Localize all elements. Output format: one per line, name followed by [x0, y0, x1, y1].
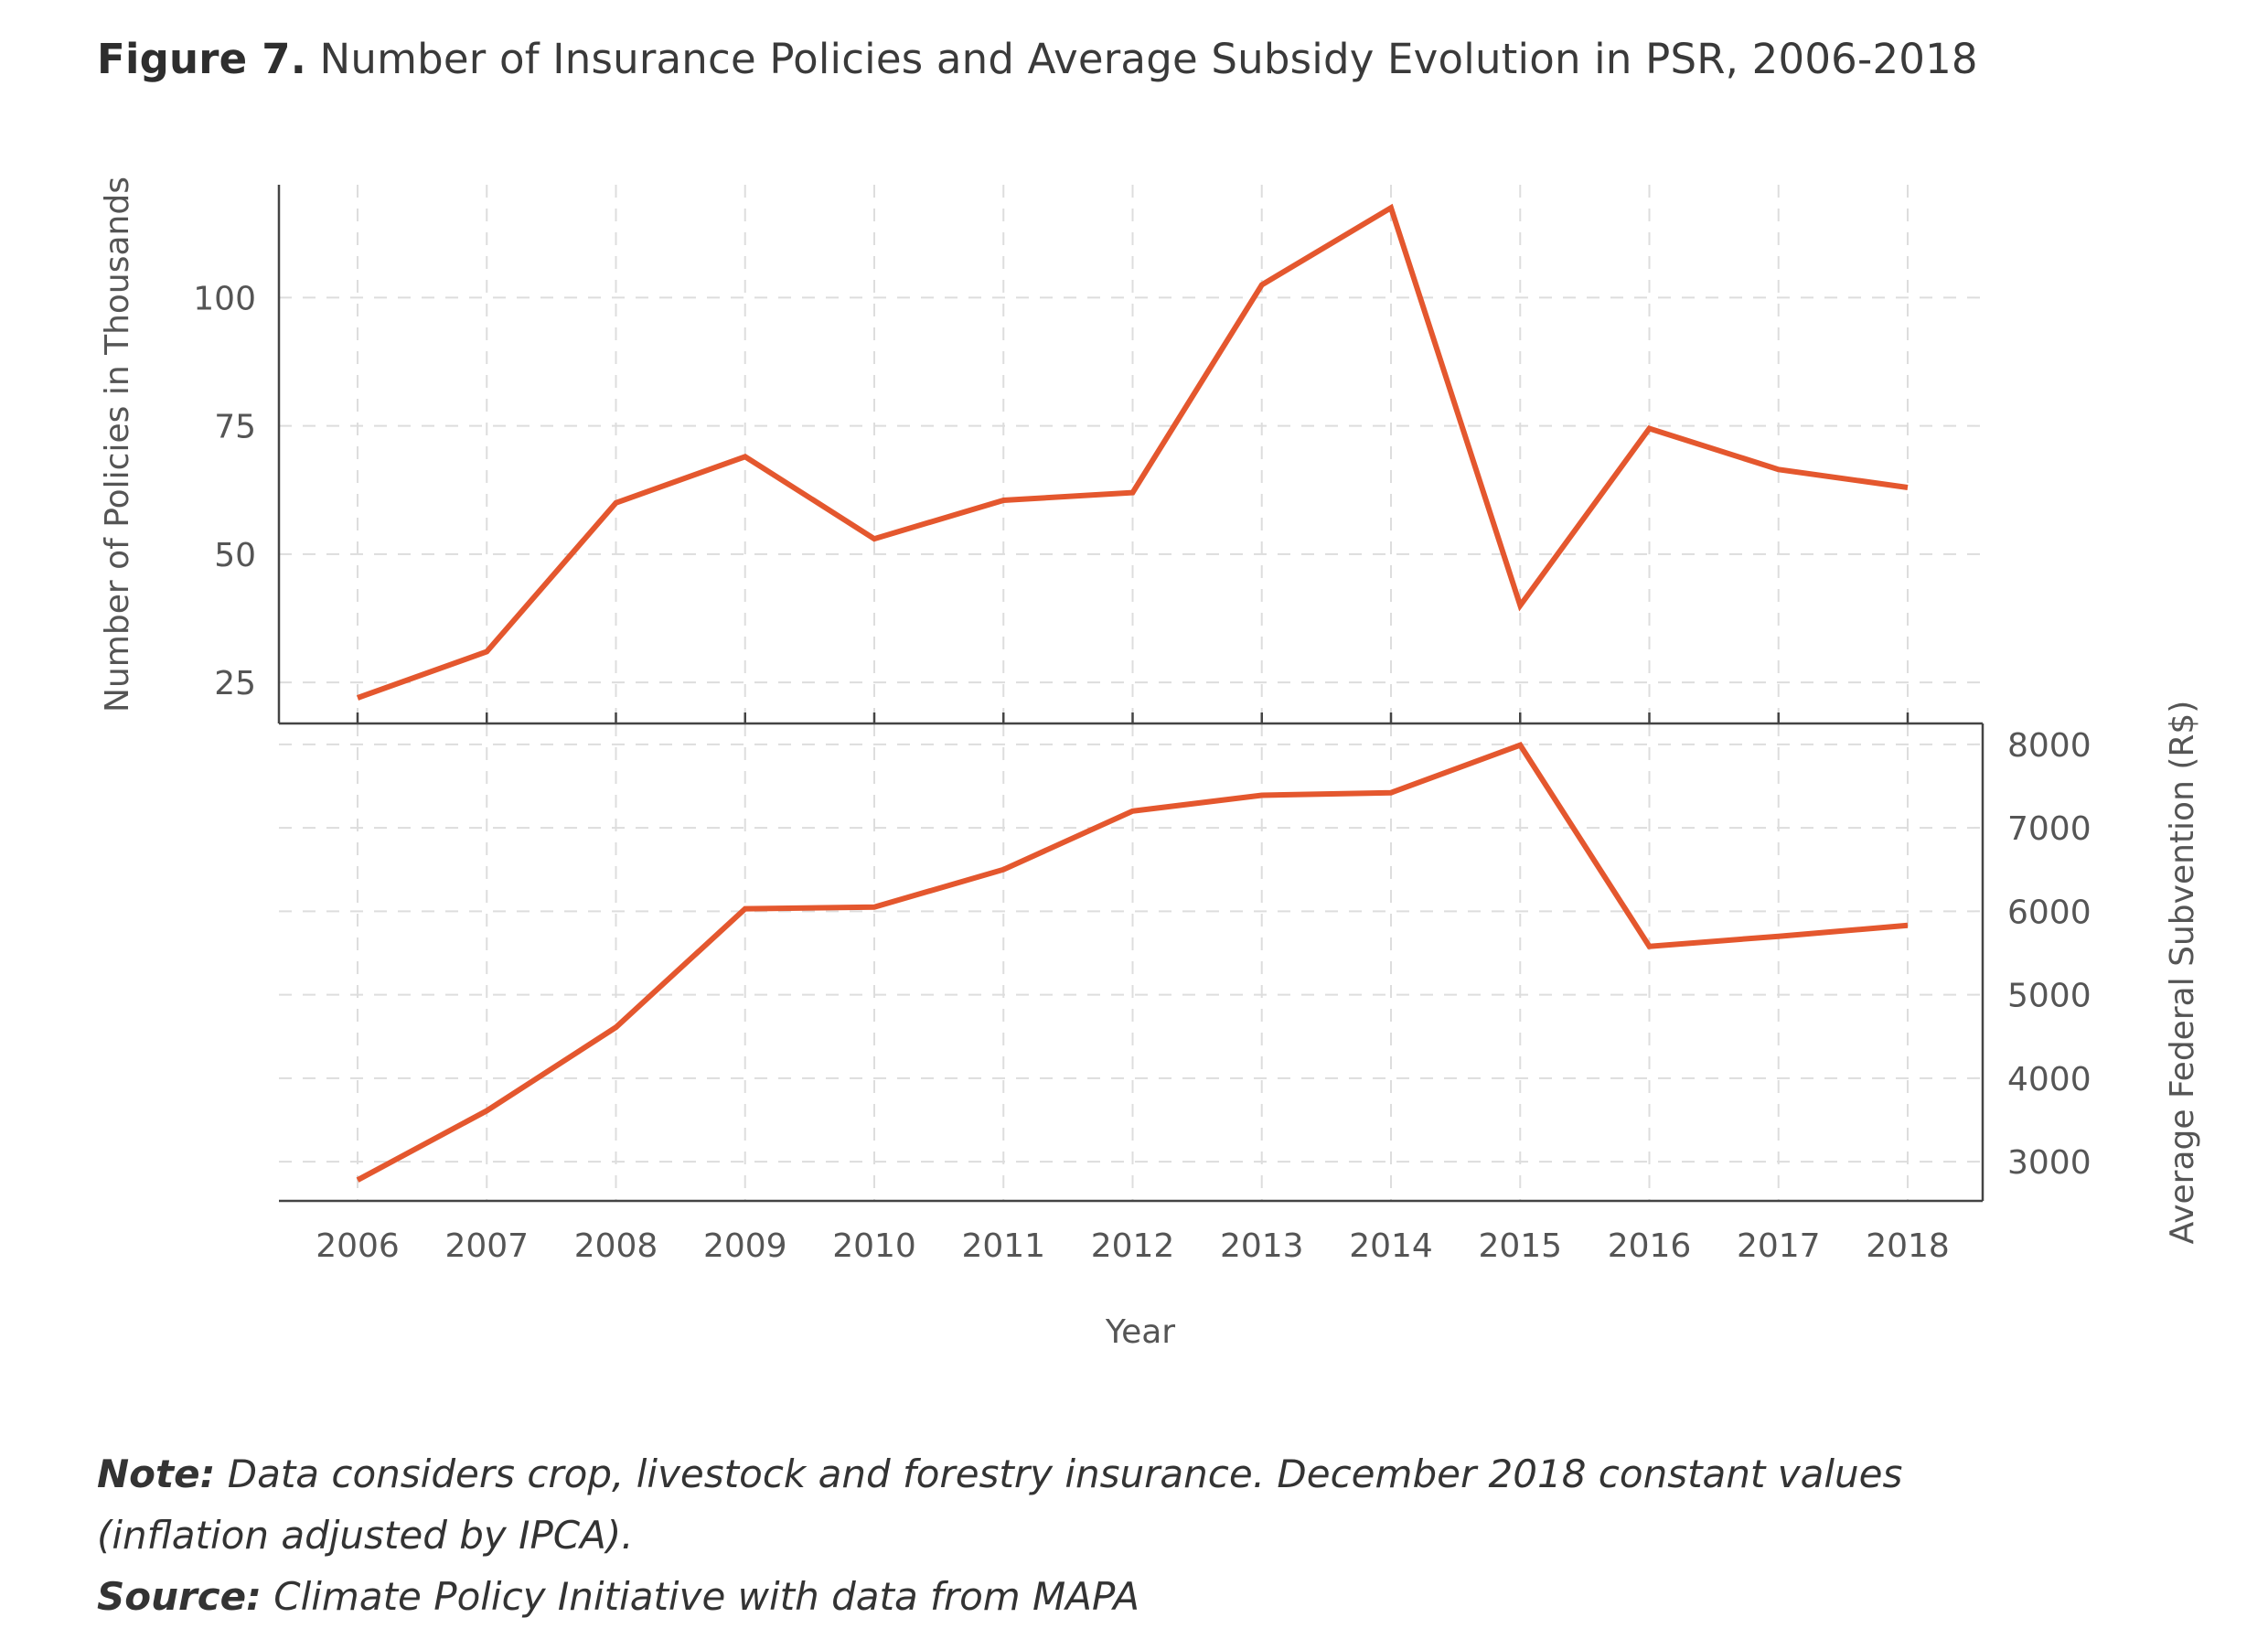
top-y-ticks: 25 50 75 100: [193, 280, 256, 702]
x-tick-label: 2009: [703, 1227, 787, 1265]
bottom-y-tick-label: 7000: [2007, 810, 2091, 848]
top-y-tick-label: 100: [193, 280, 256, 317]
x-tick-label: 2016: [1608, 1227, 1692, 1265]
bottom-y-axis-title: Average Federal Subvention (R$): [2164, 701, 2201, 1245]
note-text: Data considers crop, livestock and fores…: [227, 1452, 1903, 1496]
x-tick-label: 2007: [444, 1227, 529, 1265]
x-axis-title: Year: [1105, 1313, 1175, 1351]
source-line: Source: Climate Policy Initiative with d…: [97, 1566, 1902, 1627]
figure-title: Figure 7. Number of Insurance Policies a…: [97, 35, 1978, 83]
x-tick-label: 2012: [1091, 1227, 1175, 1265]
figure-notes: Note: Data considers crop, livestock and…: [97, 1443, 1902, 1627]
bottom-y-tick-label: 6000: [2007, 894, 2091, 931]
x-tick-label: 2008: [574, 1227, 658, 1265]
x-tick-label: 2017: [1737, 1227, 1821, 1265]
bottom-y-tick-label: 8000: [2007, 727, 2091, 765]
bottom-y-tick-label: 3000: [2007, 1144, 2091, 1182]
bottom-y-ticks: 3000 4000 5000 6000 7000 8000: [2007, 727, 2091, 1182]
x-tick-label: 2006: [316, 1227, 400, 1265]
note-line-2: (inflation adjusted by IPCA).: [97, 1513, 634, 1558]
bottom-panel-grid: [279, 723, 1983, 1201]
note-label: Note:: [97, 1452, 216, 1496]
top-panel-grid: [279, 185, 1983, 723]
x-tick-label: 2013: [1220, 1227, 1304, 1265]
x-tick-label: 2018: [1866, 1227, 1950, 1265]
x-tick-label: 2015: [1478, 1227, 1562, 1265]
axes: [277, 185, 1984, 1203]
figure-label: Figure 7.: [97, 35, 306, 83]
x-tick-label: 2014: [1349, 1227, 1433, 1265]
x-tick-label: 2011: [961, 1227, 1045, 1265]
bottom-y-tick-label: 4000: [2007, 1061, 2091, 1098]
note-line-1: Note: Data considers crop, livestock and…: [97, 1443, 1902, 1505]
source-label: Source:: [97, 1574, 262, 1619]
x-ticks: 2006 2007 2008 2009 2010 2011 2012 2013 2014 2015…: [316, 712, 1950, 1265]
top-y-axis-title: Number of Policies in Thousands: [99, 177, 136, 712]
series-lines: [356, 203, 1909, 1183]
figure-title-text: Number of Insurance Policies and Average…: [319, 35, 1978, 83]
x-tick-label: 2010: [832, 1227, 916, 1265]
top-y-tick-label: 50: [214, 537, 256, 574]
bottom-y-tick-label: 5000: [2007, 978, 2091, 1015]
top-y-tick-label: 25: [214, 665, 256, 702]
top-y-tick-label: 75: [214, 409, 256, 446]
source-text: Climate Policy Initiative with data from…: [273, 1574, 1139, 1619]
